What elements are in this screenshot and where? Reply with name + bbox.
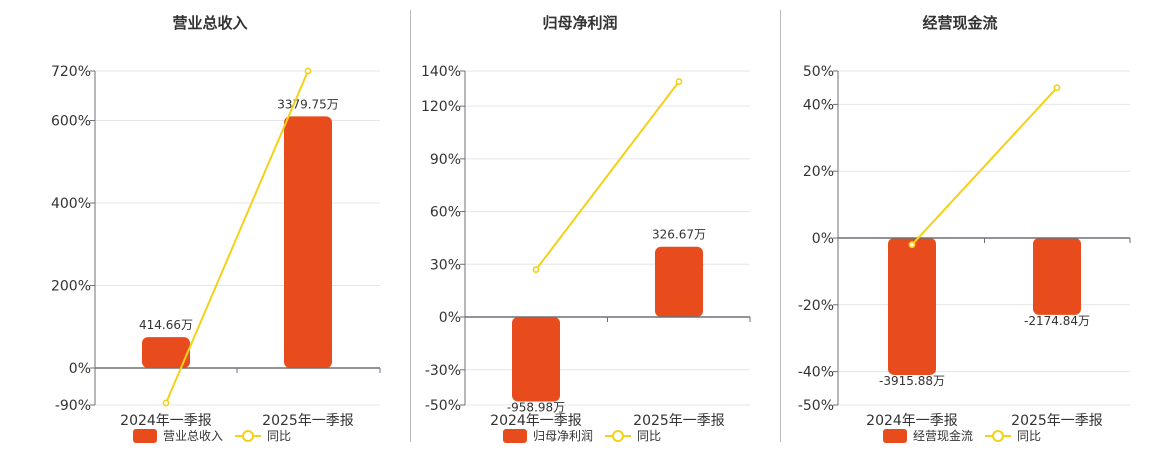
legend-bar-label: 经营现金流 (913, 428, 973, 443)
legend-line-marker (612, 430, 624, 442)
chart-title: 经营现金流 (922, 14, 997, 32)
y-tick-label: 600% (51, 114, 91, 130)
x-category-label: 2025年一季报 (262, 413, 354, 429)
legend-line-marker (242, 430, 254, 442)
bar-data-label: 326.67万 (652, 228, 706, 242)
x-category-label: 2025年一季报 (1011, 413, 1103, 429)
y-tick-label: 30% (430, 257, 461, 273)
y-tick-label: -20% (798, 298, 834, 314)
yoy-point (304, 67, 312, 75)
y-tick-label: 40% (803, 97, 834, 113)
y-tick-label: 0% (69, 361, 91, 377)
bar-data-label: -958.98万 (507, 400, 565, 414)
x-category-label: 2025年一季报 (633, 413, 725, 429)
y-tick-label: -40% (798, 365, 834, 381)
bar-data-label: 3379.75万 (277, 97, 339, 111)
legend-line-label: 同比 (1017, 429, 1041, 443)
bar (888, 238, 936, 375)
y-tick-label: 50% (803, 64, 834, 80)
bar (512, 317, 560, 402)
yoy-point (1053, 84, 1061, 92)
legend-bar-swatch (503, 429, 527, 443)
bar (284, 116, 332, 368)
legend-line-label: 同比 (267, 429, 291, 443)
legend-bar-swatch (883, 429, 907, 443)
bar (655, 246, 703, 317)
panel-divider (780, 10, 781, 442)
legend-line-label: 同比 (637, 429, 661, 443)
y-tick-label: -90% (55, 398, 91, 414)
y-tick-label: 120% (421, 99, 461, 115)
chart-panel: 营业总收入 720% 600% 400% 200% 0% -90% 414.66万 3379.7… (51, 14, 381, 443)
legend-bar-label: 营业总收入 (163, 429, 223, 443)
y-tick-label: 0% (812, 231, 834, 247)
legend-line-marker (992, 430, 1004, 442)
y-tick-label: 400% (51, 196, 91, 212)
x-category-label: 2024年一季报 (120, 413, 212, 429)
panel-divider (410, 10, 411, 442)
y-tick-label: -50% (425, 398, 461, 414)
legend-bar-label: 归母净利润 (533, 429, 593, 443)
yoy-point (908, 241, 916, 249)
x-category-label: 2024年一季报 (866, 413, 958, 429)
bar (1033, 238, 1081, 315)
y-tick-label: 0% (439, 310, 461, 326)
yoy-line (535, 80, 680, 271)
bar-data-label: -2174.84万 (1024, 314, 1090, 328)
y-tick-label: 20% (803, 164, 834, 180)
bar-data-label: 414.66万 (139, 318, 193, 332)
y-tick-label: -50% (798, 398, 834, 414)
chart-title: 营业总收入 (172, 14, 247, 32)
legend-bar-swatch (133, 429, 157, 443)
y-tick-label: -30% (425, 363, 461, 379)
yoy-point (675, 78, 683, 85)
bar-data-label: -3915.88万 (879, 374, 945, 388)
y-tick-label: 140% (421, 64, 461, 80)
yoy-line (911, 87, 1058, 246)
chart-title: 归母净利润 (542, 14, 617, 32)
y-tick-label: 200% (51, 279, 91, 295)
chart-panel: 归母净利润 140% 120% 90% 60% 30% 0% -30% -50% -958.98万… (421, 14, 751, 443)
y-tick-label: 90% (430, 152, 461, 168)
yoy-point (532, 266, 540, 273)
bar (142, 337, 190, 368)
yoy-point (162, 399, 170, 407)
y-tick-label: 60% (430, 205, 461, 221)
yoy-line (165, 70, 309, 404)
y-tick-label: 720% (51, 64, 91, 80)
x-category-label: 2024年一季报 (490, 413, 582, 429)
chart-panel: 经营现金流 50% 40% 20% 0% -20% -40% -50% -3915.88万 -21… (798, 14, 1131, 443)
